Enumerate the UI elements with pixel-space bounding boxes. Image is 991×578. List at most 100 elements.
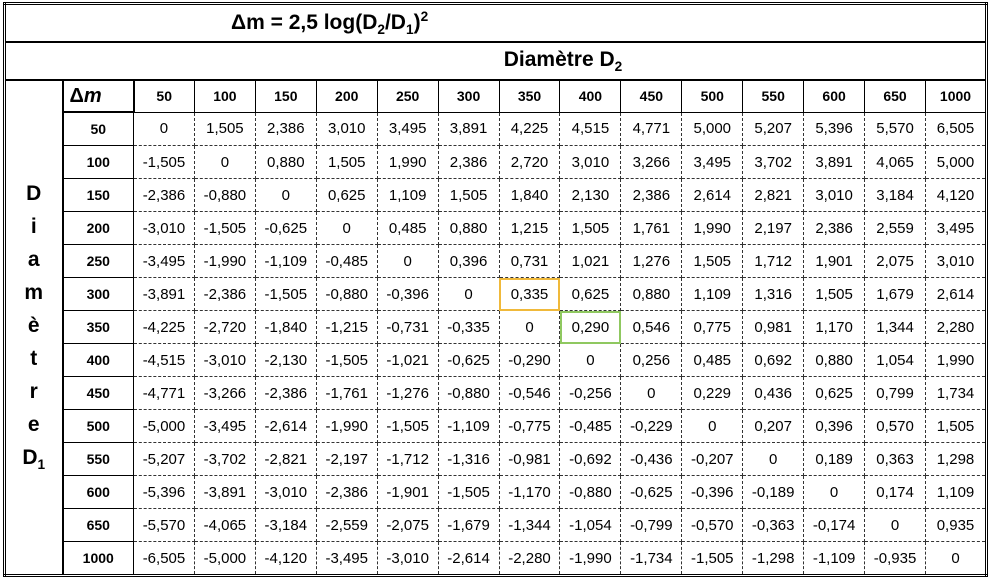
table-row: 450 -4,771 -3,266 -2,386 -1,761 -1,276 -0,880-… (5, 376, 988, 410)
row-header-symbol-base: D (22, 446, 38, 470)
table-cell: 0,396 (437, 244, 500, 278)
table-cell: 0 (498, 310, 561, 344)
table-row: 200 -3,010 -1,505 -0,625 0 0,485 0,880 1,215 1,5… (5, 211, 988, 245)
row-label: 450 (62, 376, 134, 410)
table-cell: 1,505 (803, 277, 866, 311)
table-cell: 2,075 (864, 244, 926, 278)
table-cell: 0,207 (742, 409, 805, 443)
table-cell: -3,702 (193, 442, 256, 476)
table-cell: 0,625 (559, 277, 622, 311)
table-cell: 1,679 (864, 277, 926, 311)
table-cell: 1,990 (681, 211, 744, 245)
title-subscript: 1 (405, 22, 414, 38)
table-cell: -1,505 (133, 145, 195, 179)
table-cell: 2,386 (254, 111, 317, 146)
table-cell: -0,799 (620, 508, 683, 542)
table-row: 50 0 1,505 2,386 3,010 3,495 3,891 4,225 4,515 4,… (5, 111, 988, 146)
table-cell: 0,880 (803, 343, 866, 377)
table-cell: 2,614 (924, 277, 988, 311)
table-cell: 0,625 (315, 178, 378, 212)
table-cell: 1,505 (559, 211, 622, 245)
table-cell: -1,840 (254, 310, 317, 344)
column-label: 400 (559, 79, 622, 113)
column-label: 450 (620, 79, 683, 113)
title-text: Δm = 2,5 log(D (231, 10, 378, 34)
table-cell: 0,692 (742, 343, 805, 377)
row-label: 300 (62, 277, 134, 311)
table-cell: -1,505 (437, 475, 500, 509)
row-label: 200 (62, 211, 134, 245)
table-cell: -3,495 (315, 541, 378, 576)
table-cell: 1,109 (681, 277, 744, 311)
row-header-letter: i (30, 215, 37, 239)
table-cell: -5,207 (133, 442, 195, 476)
table-cell: -0,692 (559, 442, 622, 476)
table-cell: -1,505 (315, 343, 378, 377)
table-cell: -1,990 (559, 541, 622, 576)
table-cell: 0 (864, 508, 926, 542)
row-label: 650 (62, 508, 134, 542)
table-cell: -0,256 (559, 376, 622, 410)
table-row: 500 -5,000 -3,495 -2,614 -1,990 -1,505 -1,109-… (5, 409, 988, 443)
table-row: 400 -4,515 -3,010 -2,130 -1,505 -1,021 -0,625-… (5, 343, 988, 377)
table-cell: -0,207 (681, 442, 744, 476)
row-label: 150 (62, 178, 134, 212)
table-cell: 1,505 (315, 145, 378, 179)
table-cell: 0 (315, 211, 378, 245)
table-cell: -2,614 (254, 409, 317, 443)
row-label: 600 (62, 475, 134, 509)
table-cell: -5,000 (193, 541, 256, 576)
table-cell: 1,316 (742, 277, 805, 311)
table-cell: -1,344 (498, 508, 561, 542)
title-text: ) (413, 10, 421, 34)
table-cell: 1,840 (498, 178, 561, 212)
table-cell: -1,505 (193, 211, 256, 245)
table-row: 350 -4,225 -2,720 -1,840 -1,215 -0,731 -0,335 0… (5, 310, 988, 344)
table-cell: -0,880 (559, 475, 622, 509)
title-text: /D (384, 10, 406, 34)
table-cell: -1,505 (376, 409, 439, 443)
table-cell: -1,054 (559, 508, 622, 542)
table-cell: -1,021 (376, 343, 439, 377)
table-cell: 3,266 (620, 145, 683, 179)
table-cell: 3,891 (803, 145, 866, 179)
table-cell: 2,130 (559, 178, 622, 212)
table-cell: 5,000 (924, 145, 988, 179)
table-cell: 2,720 (498, 145, 561, 179)
table-cell: -6,505 (133, 541, 195, 576)
table-cell: -1,276 (376, 376, 439, 410)
column-header-text: Diamètre D (503, 47, 615, 71)
table-cell: -4,515 (133, 343, 195, 377)
table-cell: 0 (803, 475, 866, 509)
table-cell: -1,990 (315, 409, 378, 443)
table-cell: -1,109 (254, 244, 317, 278)
table-cell: -0,174 (803, 508, 866, 542)
table-cell: -0,981 (498, 442, 561, 476)
table-cell: -3,010 (376, 541, 439, 576)
table-cell: 3,495 (924, 211, 988, 245)
table-cell: -2,614 (437, 541, 500, 576)
row-label: 100 (62, 145, 134, 179)
table-cell: -0,363 (742, 508, 805, 542)
table-row: 550 -5,207 -3,702 -2,821 -2,197 -1,712 -1,316-… (5, 442, 988, 476)
column-label: 550 (742, 79, 805, 113)
table-cell: -1,316 (437, 442, 500, 476)
table-cell: -2,197 (315, 442, 378, 476)
table-cell: 5,207 (742, 111, 805, 146)
table-cell: 0 (437, 277, 500, 311)
column-label: 350 (498, 79, 561, 113)
table-cell: -3,266 (193, 376, 256, 410)
table-cell: 3,891 (437, 111, 500, 146)
corner-symbol: m (83, 84, 102, 107)
table-cell: 0 (924, 541, 988, 576)
table-cell: 1,901 (803, 244, 866, 278)
table-cell: -0,290 (498, 343, 561, 377)
table-cell: 4,515 (559, 111, 622, 146)
table-cell: 1,761 (620, 211, 683, 245)
table-cell: -1,505 (254, 277, 317, 311)
table-cell: 5,396 (803, 111, 866, 146)
table-cell: 4,120 (924, 178, 988, 212)
